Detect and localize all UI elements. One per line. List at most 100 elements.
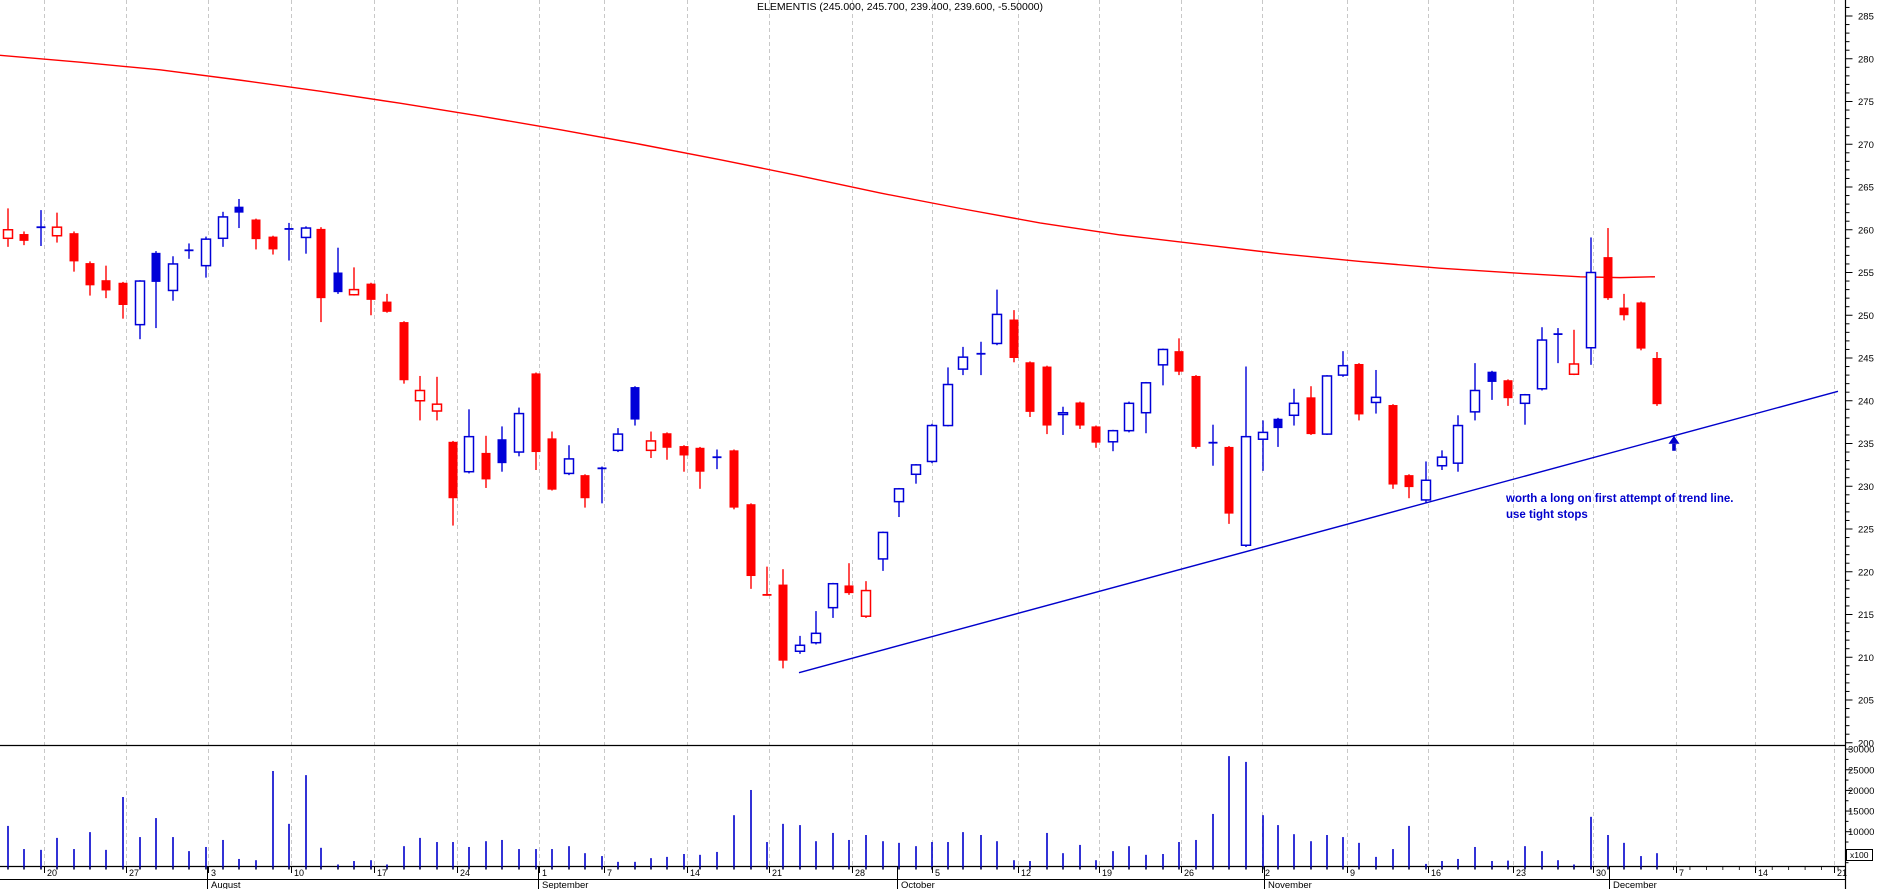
volume-bar bbox=[1392, 849, 1394, 869]
svg-text:19: 19 bbox=[1102, 868, 1112, 878]
candle bbox=[810, 632, 822, 644]
candle bbox=[976, 352, 986, 355]
volume-bar bbox=[1128, 846, 1130, 869]
candle bbox=[1370, 396, 1382, 404]
volume-bar bbox=[832, 832, 834, 869]
volume-bar bbox=[898, 842, 900, 869]
candle bbox=[366, 283, 376, 300]
volume-bar bbox=[882, 841, 884, 869]
candle bbox=[69, 233, 79, 262]
candle bbox=[36, 226, 46, 229]
volume-bar bbox=[650, 858, 652, 869]
candle bbox=[547, 438, 557, 490]
candle bbox=[910, 464, 922, 476]
volume-bar bbox=[1640, 856, 1642, 869]
svg-text:October: October bbox=[901, 880, 935, 889]
candle bbox=[1568, 363, 1580, 375]
candle bbox=[1091, 426, 1101, 443]
candle bbox=[712, 456, 722, 459]
svg-text:23: 23 bbox=[1516, 868, 1526, 878]
candle bbox=[481, 452, 491, 480]
volume-bar bbox=[452, 842, 454, 869]
svg-text:28: 28 bbox=[855, 868, 865, 878]
candle bbox=[316, 228, 326, 299]
volume-bar bbox=[305, 775, 307, 869]
volume-bar bbox=[485, 841, 487, 869]
candle bbox=[251, 219, 261, 240]
volume-bar bbox=[535, 849, 537, 869]
volume-bar bbox=[1623, 842, 1625, 869]
candle bbox=[333, 272, 343, 293]
candle bbox=[662, 433, 672, 448]
volume-bar bbox=[89, 832, 91, 869]
candle bbox=[414, 389, 426, 402]
candle bbox=[991, 313, 1003, 345]
volume-bar bbox=[1162, 854, 1164, 869]
volume-bar bbox=[288, 823, 290, 869]
candle bbox=[1157, 348, 1169, 366]
volume-bar bbox=[584, 853, 586, 869]
volume-bar bbox=[865, 835, 867, 869]
volume-bar bbox=[750, 789, 752, 869]
volume-bar bbox=[205, 846, 207, 869]
candle bbox=[1140, 382, 1152, 414]
candle bbox=[101, 280, 111, 291]
volume-bar bbox=[683, 854, 685, 869]
candle bbox=[1224, 446, 1234, 514]
volume-bar bbox=[915, 846, 917, 869]
trade-annotation-line1: worth a long on first attempt of trend l… bbox=[1506, 493, 1734, 505]
volume-bar bbox=[716, 851, 718, 869]
svg-text:225: 225 bbox=[1858, 525, 1874, 536]
candle bbox=[729, 450, 739, 508]
volume-bar bbox=[1095, 860, 1097, 869]
volume-bar bbox=[1590, 816, 1592, 869]
svg-text:27: 27 bbox=[129, 868, 139, 878]
candle bbox=[1619, 307, 1629, 316]
svg-text:7: 7 bbox=[607, 868, 612, 878]
volume-bar bbox=[1245, 761, 1247, 869]
candle bbox=[1257, 431, 1269, 440]
volume-bar bbox=[188, 851, 190, 869]
volume-bar bbox=[1474, 846, 1476, 869]
svg-text:235: 235 bbox=[1858, 439, 1874, 450]
candle bbox=[85, 263, 95, 286]
candle bbox=[1057, 411, 1069, 416]
volume-bars-layer bbox=[7, 756, 1658, 869]
volume-bar bbox=[1656, 853, 1658, 869]
candle bbox=[399, 322, 409, 381]
volume-bar bbox=[518, 849, 520, 869]
volume-bar bbox=[568, 846, 570, 869]
svg-text:30: 30 bbox=[1596, 868, 1606, 878]
candle bbox=[612, 433, 624, 452]
candle bbox=[118, 282, 128, 305]
candle bbox=[1469, 389, 1481, 413]
candle bbox=[2, 229, 14, 240]
candle bbox=[957, 356, 969, 370]
svg-text:285: 285 bbox=[1858, 12, 1874, 23]
candle bbox=[531, 373, 541, 453]
svg-text:250: 250 bbox=[1858, 311, 1874, 322]
volume-bar bbox=[733, 815, 735, 869]
volume-bar bbox=[1112, 851, 1114, 869]
svg-text:17: 17 bbox=[377, 868, 387, 878]
svg-text:November: November bbox=[1268, 880, 1312, 889]
candle bbox=[431, 403, 443, 412]
month-axis: August September October November December bbox=[207, 866, 1657, 889]
volume-bar bbox=[1342, 837, 1344, 869]
volume-bar bbox=[222, 839, 224, 869]
volume-bar bbox=[272, 770, 274, 869]
candle bbox=[382, 301, 392, 312]
candle bbox=[151, 252, 161, 282]
candle bbox=[942, 383, 954, 427]
candles-layer bbox=[2, 198, 1662, 669]
candle bbox=[284, 228, 294, 230]
candle bbox=[1452, 424, 1464, 464]
candle bbox=[827, 582, 839, 609]
volume-bar bbox=[1277, 825, 1279, 869]
volume-bar bbox=[1358, 842, 1360, 869]
candle bbox=[844, 585, 854, 594]
candle bbox=[200, 238, 212, 267]
volume-bar bbox=[1228, 756, 1230, 869]
volume-bar bbox=[617, 861, 619, 869]
svg-text:215: 215 bbox=[1858, 610, 1874, 621]
